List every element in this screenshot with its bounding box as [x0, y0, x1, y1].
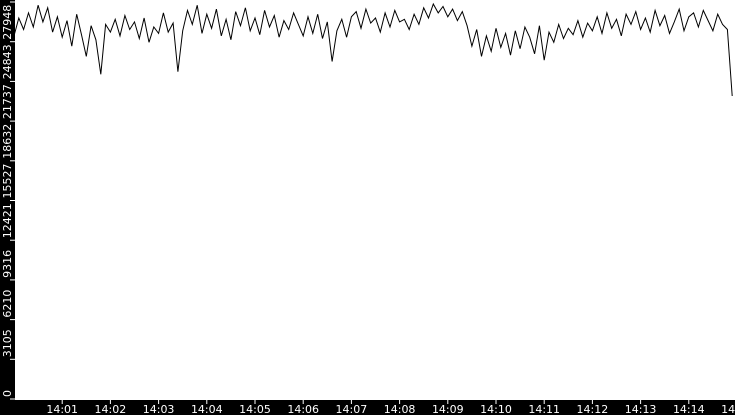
x-tick-label: 14:12 [577, 403, 609, 415]
x-tick-label: 14:09 [432, 403, 464, 415]
x-tick-label: 14:04 [191, 403, 223, 415]
x-tick-label: 14:13 [625, 403, 657, 415]
x-axis-band [0, 400, 735, 415]
x-tick-label: 14:11 [528, 403, 560, 415]
y-tick-label: 15527 [1, 164, 14, 199]
y-axis: 0 3105 6210 9316 12421 15527 18632 21737 24843 27… [1, 1, 17, 400]
series-line [13, 2, 733, 97]
x-axis: 14:01 14:02 14:03 14:04 14:05 14:06 14:07 14:08… [46, 398, 735, 415]
x-tick-label: 14:05 [239, 403, 271, 415]
x-tick-label: 14:15 [721, 403, 735, 415]
y-axis-band [0, 0, 15, 415]
x-tick-label: 14:03 [143, 403, 175, 415]
y-tick-label: 27948 [1, 5, 14, 40]
x-tick-label: 14:06 [287, 403, 319, 415]
y-tick-label: 0 [1, 390, 14, 397]
y-tick-label: 6210 [1, 290, 14, 318]
y-tick-label: 18632 [1, 124, 14, 159]
plot-area [15, 0, 735, 400]
y-tick-label: 9316 [1, 250, 14, 278]
x-tick-label: 14:01 [46, 403, 78, 415]
x-tick-label: 14:02 [95, 403, 127, 415]
x-tick-label: 14:07 [336, 403, 368, 415]
y-tick-label: 21737 [1, 84, 14, 119]
y-tick-label: 12421 [1, 203, 14, 238]
x-tick-label: 14:14 [673, 403, 705, 415]
y-tick-label: 3105 [1, 329, 14, 357]
y-tick-label: 24843 [1, 44, 14, 79]
x-tick-label: 14:08 [384, 403, 416, 415]
x-tick-label: 14:10 [480, 403, 512, 415]
